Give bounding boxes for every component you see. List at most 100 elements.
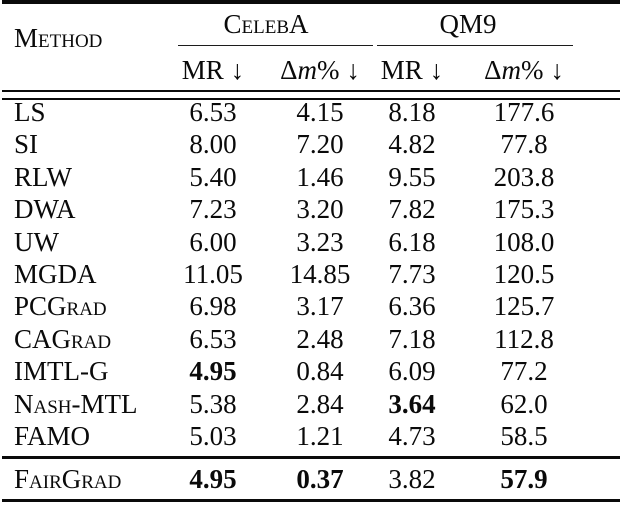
method-cell: FAMO xyxy=(14,420,91,451)
value-cell: 4.15 xyxy=(296,97,344,127)
value-cell: 7.73 xyxy=(388,258,436,289)
value-cell: 203.8 xyxy=(493,161,555,192)
method-cell: Nash-MTL xyxy=(14,388,138,419)
table-row: MGDA 11.05 14.85 7.73 120.5 xyxy=(0,258,622,290)
value-cell: 6.98 xyxy=(189,291,237,322)
table-row: DWA 7.23 3.20 7.82 175.3 xyxy=(0,193,622,225)
table-row: RLW 5.40 1.46 9.55 203.8 xyxy=(0,161,622,193)
value-cell: 14.85 xyxy=(289,258,351,289)
method-cell: LS xyxy=(14,97,46,127)
value-cell: 8.00 xyxy=(189,129,237,160)
col-header-mr-qm9: MR ↓ xyxy=(355,55,469,85)
value-cell: 5.03 xyxy=(189,420,237,451)
value-cell: 77.8 xyxy=(500,129,548,160)
down-arrow-icon: ↓ xyxy=(550,55,564,85)
value-cell: 3.23 xyxy=(296,226,344,257)
table-row: Nash-MTL 5.38 2.84 3.64 62.0 xyxy=(0,388,622,420)
value-cell: 7.23 xyxy=(189,194,237,225)
group-header-qm9: QM9 xyxy=(439,9,497,39)
value-cell: 9.55 xyxy=(388,161,436,192)
qm9-underline-rule xyxy=(377,44,573,47)
value-cell: 2.48 xyxy=(296,323,344,354)
top-rule xyxy=(2,0,620,4)
value-cell: 3.64 xyxy=(388,388,436,419)
method-cell: CAGrad xyxy=(14,323,112,354)
table-row: LS 6.53 4.15 8.18 177.6 xyxy=(0,96,622,128)
percent-sign: % xyxy=(520,55,544,85)
method-column-header: Method xyxy=(14,23,103,53)
value-cell: 11.05 xyxy=(183,258,243,289)
col-header-dm-qm9: Δm% ↓ xyxy=(467,55,581,85)
table-row: IMTL-G 4.95 0.84 6.09 77.2 xyxy=(0,355,622,387)
value-cell: 57.9 xyxy=(500,463,548,494)
value-cell: 5.40 xyxy=(189,161,237,192)
method-cell: RLW xyxy=(14,161,72,192)
header-double-rule xyxy=(2,90,620,100)
value-cell: 6.09 xyxy=(388,356,436,387)
value-cell: 77.2 xyxy=(500,356,548,387)
value-cell: 3.82 xyxy=(388,463,436,494)
delta-symbol: Δ xyxy=(484,55,502,85)
value-cell: 0.37 xyxy=(296,463,344,494)
metric-var: m xyxy=(297,55,317,85)
bottom-rule xyxy=(2,499,620,502)
value-cell: 3.17 xyxy=(296,291,344,322)
celeba-underline-rule xyxy=(178,44,373,47)
value-cell: 112.8 xyxy=(494,323,554,354)
value-cell: 1.21 xyxy=(296,420,344,451)
table-row: UW 6.00 3.23 6.18 108.0 xyxy=(0,226,622,258)
value-cell: 6.53 xyxy=(189,97,237,127)
percent-sign: % xyxy=(316,55,340,85)
value-cell: 175.3 xyxy=(493,194,555,225)
method-cell: IMTL-G xyxy=(14,356,109,387)
value-cell: 3.20 xyxy=(296,194,344,225)
value-cell: 6.53 xyxy=(189,323,237,354)
group-header-celeba: CelebA xyxy=(223,9,309,39)
value-cell: 108.0 xyxy=(493,226,555,257)
table-row: FairGrad 4.95 0.37 3.82 57.9 xyxy=(0,459,622,499)
down-arrow-icon: ↓ xyxy=(230,55,245,85)
value-cell: 177.6 xyxy=(493,97,555,127)
value-cell: 2.84 xyxy=(296,388,344,419)
value-cell: 7.20 xyxy=(296,129,344,160)
down-arrow-icon: ↓ xyxy=(429,55,444,85)
metric-label: MR xyxy=(380,55,423,85)
value-cell: 8.18 xyxy=(388,97,436,127)
value-cell: 6.18 xyxy=(388,226,436,257)
delta-symbol: Δ xyxy=(280,55,298,85)
table-row: SI 8.00 7.20 4.82 77.8 xyxy=(0,128,622,160)
value-cell: 125.7 xyxy=(493,291,555,322)
value-cell: 4.82 xyxy=(388,129,436,160)
value-cell: 62.0 xyxy=(500,388,548,419)
col-header-dm-celeba: Δm% ↓ xyxy=(263,55,377,85)
method-cell: PCGrad xyxy=(14,291,107,322)
value-cell: 4.73 xyxy=(388,420,436,451)
table-row: FAMO 5.03 1.21 4.73 58.5 xyxy=(0,420,622,452)
value-cell: 58.5 xyxy=(500,420,548,451)
value-cell: 6.00 xyxy=(189,226,237,257)
down-arrow-icon: ↓ xyxy=(346,55,360,85)
method-cell: FairGrad xyxy=(14,463,122,494)
method-cell: UW xyxy=(14,226,59,257)
pre-highlight-rule xyxy=(2,456,620,459)
value-cell: 5.38 xyxy=(189,388,237,419)
table-row: PCGrad 6.98 3.17 6.36 125.7 xyxy=(0,290,622,322)
value-cell: 4.95 xyxy=(189,463,237,494)
value-cell: 7.82 xyxy=(388,194,436,225)
value-cell: 0.84 xyxy=(296,356,344,387)
value-cell: 6.36 xyxy=(388,291,436,322)
value-cell: 120.5 xyxy=(493,258,555,289)
value-cell: 1.46 xyxy=(296,161,344,192)
metric-var: m xyxy=(501,55,521,85)
value-cell: 4.95 xyxy=(189,356,237,387)
method-cell: MGDA xyxy=(14,258,97,289)
highlight-row-slot: FairGrad 4.95 0.37 3.82 57.9 xyxy=(0,459,622,499)
table-body: LS 6.53 4.15 8.18 177.6 SI 8.00 7.20 4.82 77.8 RLW… xyxy=(0,96,622,452)
table-row: CAGrad 6.53 2.48 7.18 112.8 xyxy=(0,323,622,355)
value-cell: 7.18 xyxy=(388,323,436,354)
metric-label: MR xyxy=(181,55,224,85)
col-header-mr-celeba: MR ↓ xyxy=(156,55,270,85)
method-cell: DWA xyxy=(14,194,76,225)
method-cell: SI xyxy=(14,129,39,160)
